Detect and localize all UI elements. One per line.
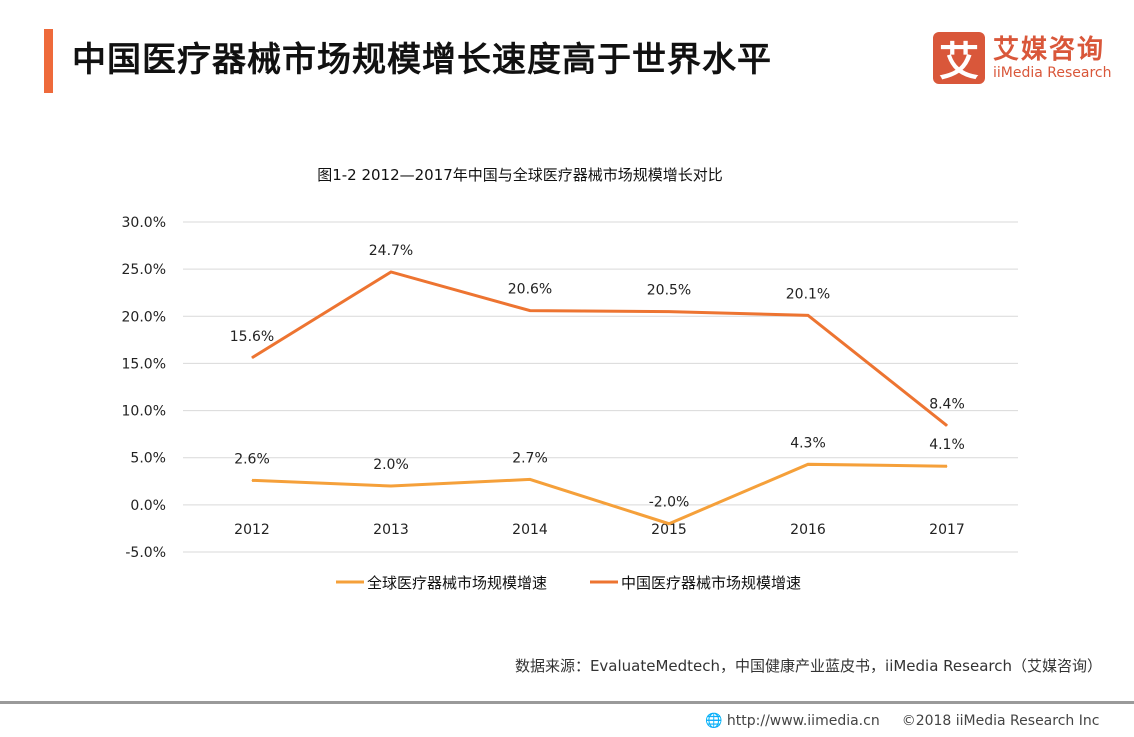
- data-point: [668, 523, 670, 525]
- copyright: ©2018 iiMedia Research Inc: [901, 713, 1100, 729]
- data-label: 8.4%: [929, 397, 965, 413]
- source-note: 数据来源：EvaluateMedtech，中国健康产业蓝皮书，iiMedia R…: [514, 657, 1102, 675]
- y-tick-label: 10.0%: [122, 404, 166, 420]
- footer-divider: [0, 701, 1134, 704]
- data-label: 20.5%: [647, 283, 691, 299]
- y-tick-label: 20.0%: [122, 309, 166, 325]
- data-point: [529, 310, 531, 312]
- chart-title: 图1-2 2012—2017年中国与全球医疗器械市场规模增长对比: [317, 166, 723, 184]
- logo: 艾 艾媒咨询 iiMedia Research: [933, 32, 1112, 85]
- logo-en: iiMedia Research: [993, 65, 1112, 81]
- data-label: 20.6%: [508, 282, 552, 298]
- x-tick-label: 2012: [234, 522, 270, 538]
- data-label: 20.1%: [786, 286, 830, 302]
- data-point: [529, 478, 531, 480]
- logo-mark: 艾: [933, 32, 985, 85]
- y-tick-label: 15.0%: [122, 356, 166, 372]
- data-point: [807, 314, 809, 316]
- data-point: [946, 465, 948, 467]
- data-label: 4.1%: [929, 437, 965, 453]
- data-point: [946, 425, 948, 427]
- y-tick-label: -5.0%: [125, 545, 166, 561]
- x-tick-label: 2013: [373, 522, 409, 538]
- x-tick-label: 2015: [651, 522, 687, 538]
- data-point: [668, 311, 670, 313]
- x-tick-label: 2016: [790, 522, 826, 538]
- series-line: [251, 462, 948, 526]
- title-accent-bar: [44, 29, 53, 93]
- series-line: [251, 270, 948, 427]
- legend-label: 全球医疗器械市场规模增速: [367, 574, 547, 592]
- logo-cn: 艾媒咨询: [993, 35, 1106, 65]
- y-tick-label: 5.0%: [130, 451, 166, 467]
- data-point: [807, 463, 809, 465]
- data-label: 2.0%: [373, 457, 409, 473]
- legend-label: 中国医疗器械市场规模增速: [621, 574, 801, 592]
- data-point: [251, 479, 253, 481]
- data-label: 2.7%: [512, 450, 548, 466]
- x-tick-label: 2014: [512, 522, 548, 538]
- x-tick-label: 2017: [929, 522, 965, 538]
- data-label: 2.6%: [234, 451, 270, 467]
- data-point: [251, 357, 253, 359]
- data-point: [390, 485, 392, 487]
- y-tick-label: 25.0%: [122, 262, 166, 278]
- website-url[interactable]: http://www.iimedia.cn: [726, 713, 880, 729]
- website-link[interactable]: 🌐 http://www.iimedia.cn: [705, 713, 880, 729]
- data-label: 15.6%: [230, 329, 274, 345]
- y-tick-label: 30.0%: [122, 215, 166, 231]
- data-label: 24.7%: [369, 243, 413, 259]
- data-point: [390, 271, 392, 273]
- data-label: -2.0%: [649, 495, 690, 511]
- page-title: 中国医疗器械市场规模增长速度高于世界水平: [72, 40, 772, 80]
- y-tick-label: 0.0%: [130, 498, 166, 514]
- data-label: 4.3%: [790, 435, 826, 451]
